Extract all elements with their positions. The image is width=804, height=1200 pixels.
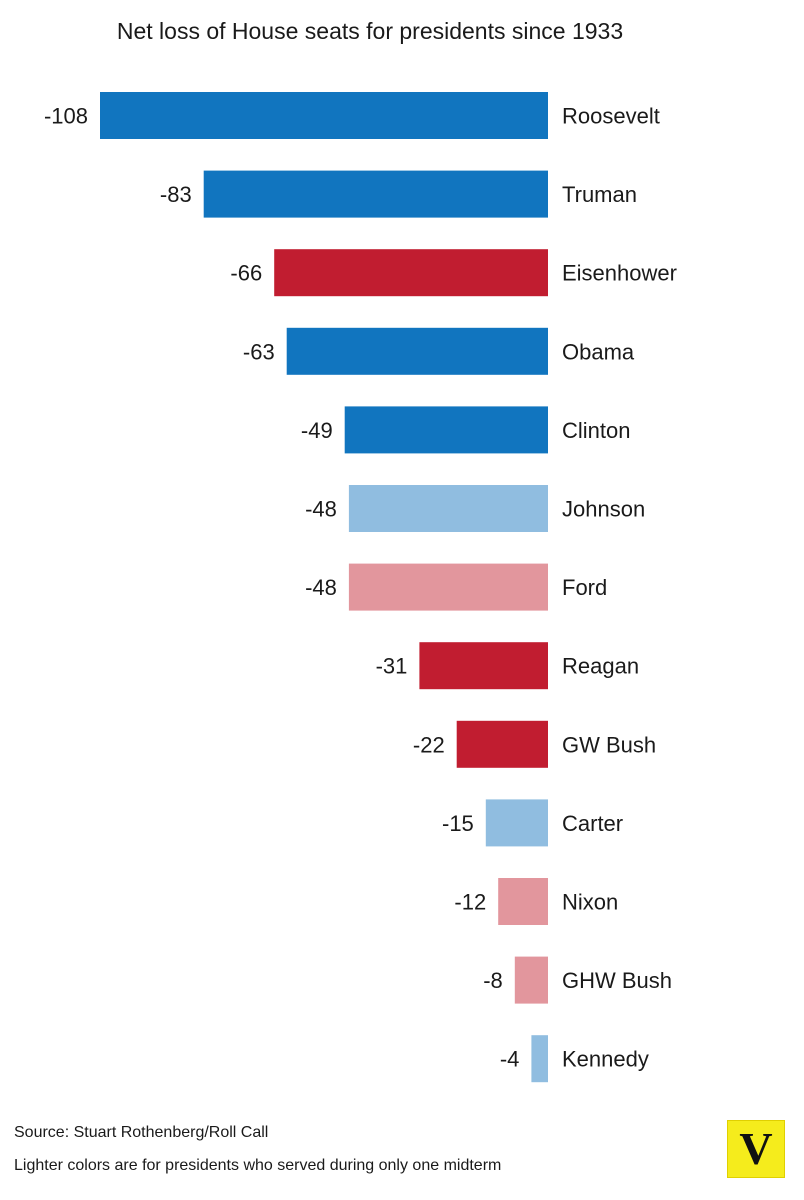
category-label: GW Bush [562, 732, 656, 757]
category-label: Reagan [562, 654, 639, 679]
category-label: Carter [562, 811, 623, 836]
vox-logo: V [727, 1120, 785, 1178]
value-label: -8 [483, 968, 503, 993]
bar-truman [203, 170, 548, 218]
bar-ghw-bush [514, 956, 548, 1004]
value-label: -22 [413, 732, 445, 757]
value-label: -48 [305, 575, 337, 600]
category-label: Roosevelt [562, 104, 660, 129]
value-label: -63 [243, 339, 275, 364]
bar-clinton [344, 406, 548, 454]
value-label: -48 [305, 497, 337, 522]
bar-ford [348, 563, 548, 611]
category-label: Nixon [562, 890, 618, 915]
bar-roosevelt [100, 92, 548, 139]
bar-kennedy [531, 1035, 548, 1083]
bar-eisenhower [274, 249, 548, 297]
category-label: Johnson [562, 497, 645, 522]
category-label: Truman [562, 182, 637, 207]
value-label: -83 [160, 182, 192, 207]
bar-johnson [348, 485, 548, 532]
category-label: Ford [562, 575, 607, 600]
category-label: Obama [562, 339, 635, 364]
chart-title: Net loss of House seats for presidents s… [116, 18, 624, 44]
category-label: GHW Bush [562, 968, 672, 993]
bar-nixon [498, 878, 548, 925]
category-label: Eisenhower [562, 261, 677, 286]
bar-carter [485, 799, 548, 847]
value-label: -66 [230, 261, 262, 286]
value-label: -4 [500, 1047, 520, 1072]
category-label: Kennedy [562, 1047, 649, 1072]
value-label: -108 [44, 104, 88, 129]
value-label: -12 [454, 890, 486, 915]
bar-gw-bush [456, 720, 548, 768]
value-label: -49 [301, 418, 333, 443]
value-label: -31 [376, 654, 408, 679]
category-label: Clinton [562, 418, 630, 443]
bar-obama [286, 327, 548, 375]
value-label: -15 [442, 811, 474, 836]
bar-reagan [419, 642, 548, 690]
logo-letter: V [739, 1123, 773, 1174]
bar-chart: -108 Roosevelt -83 Truman -66 Eisenhower -63 Ob… [44, 92, 677, 1083]
color-note: Lighter colors are for presidents who se… [14, 1157, 502, 1174]
source-note: Source: Stuart Rothenberg/Roll Call [14, 1124, 269, 1141]
